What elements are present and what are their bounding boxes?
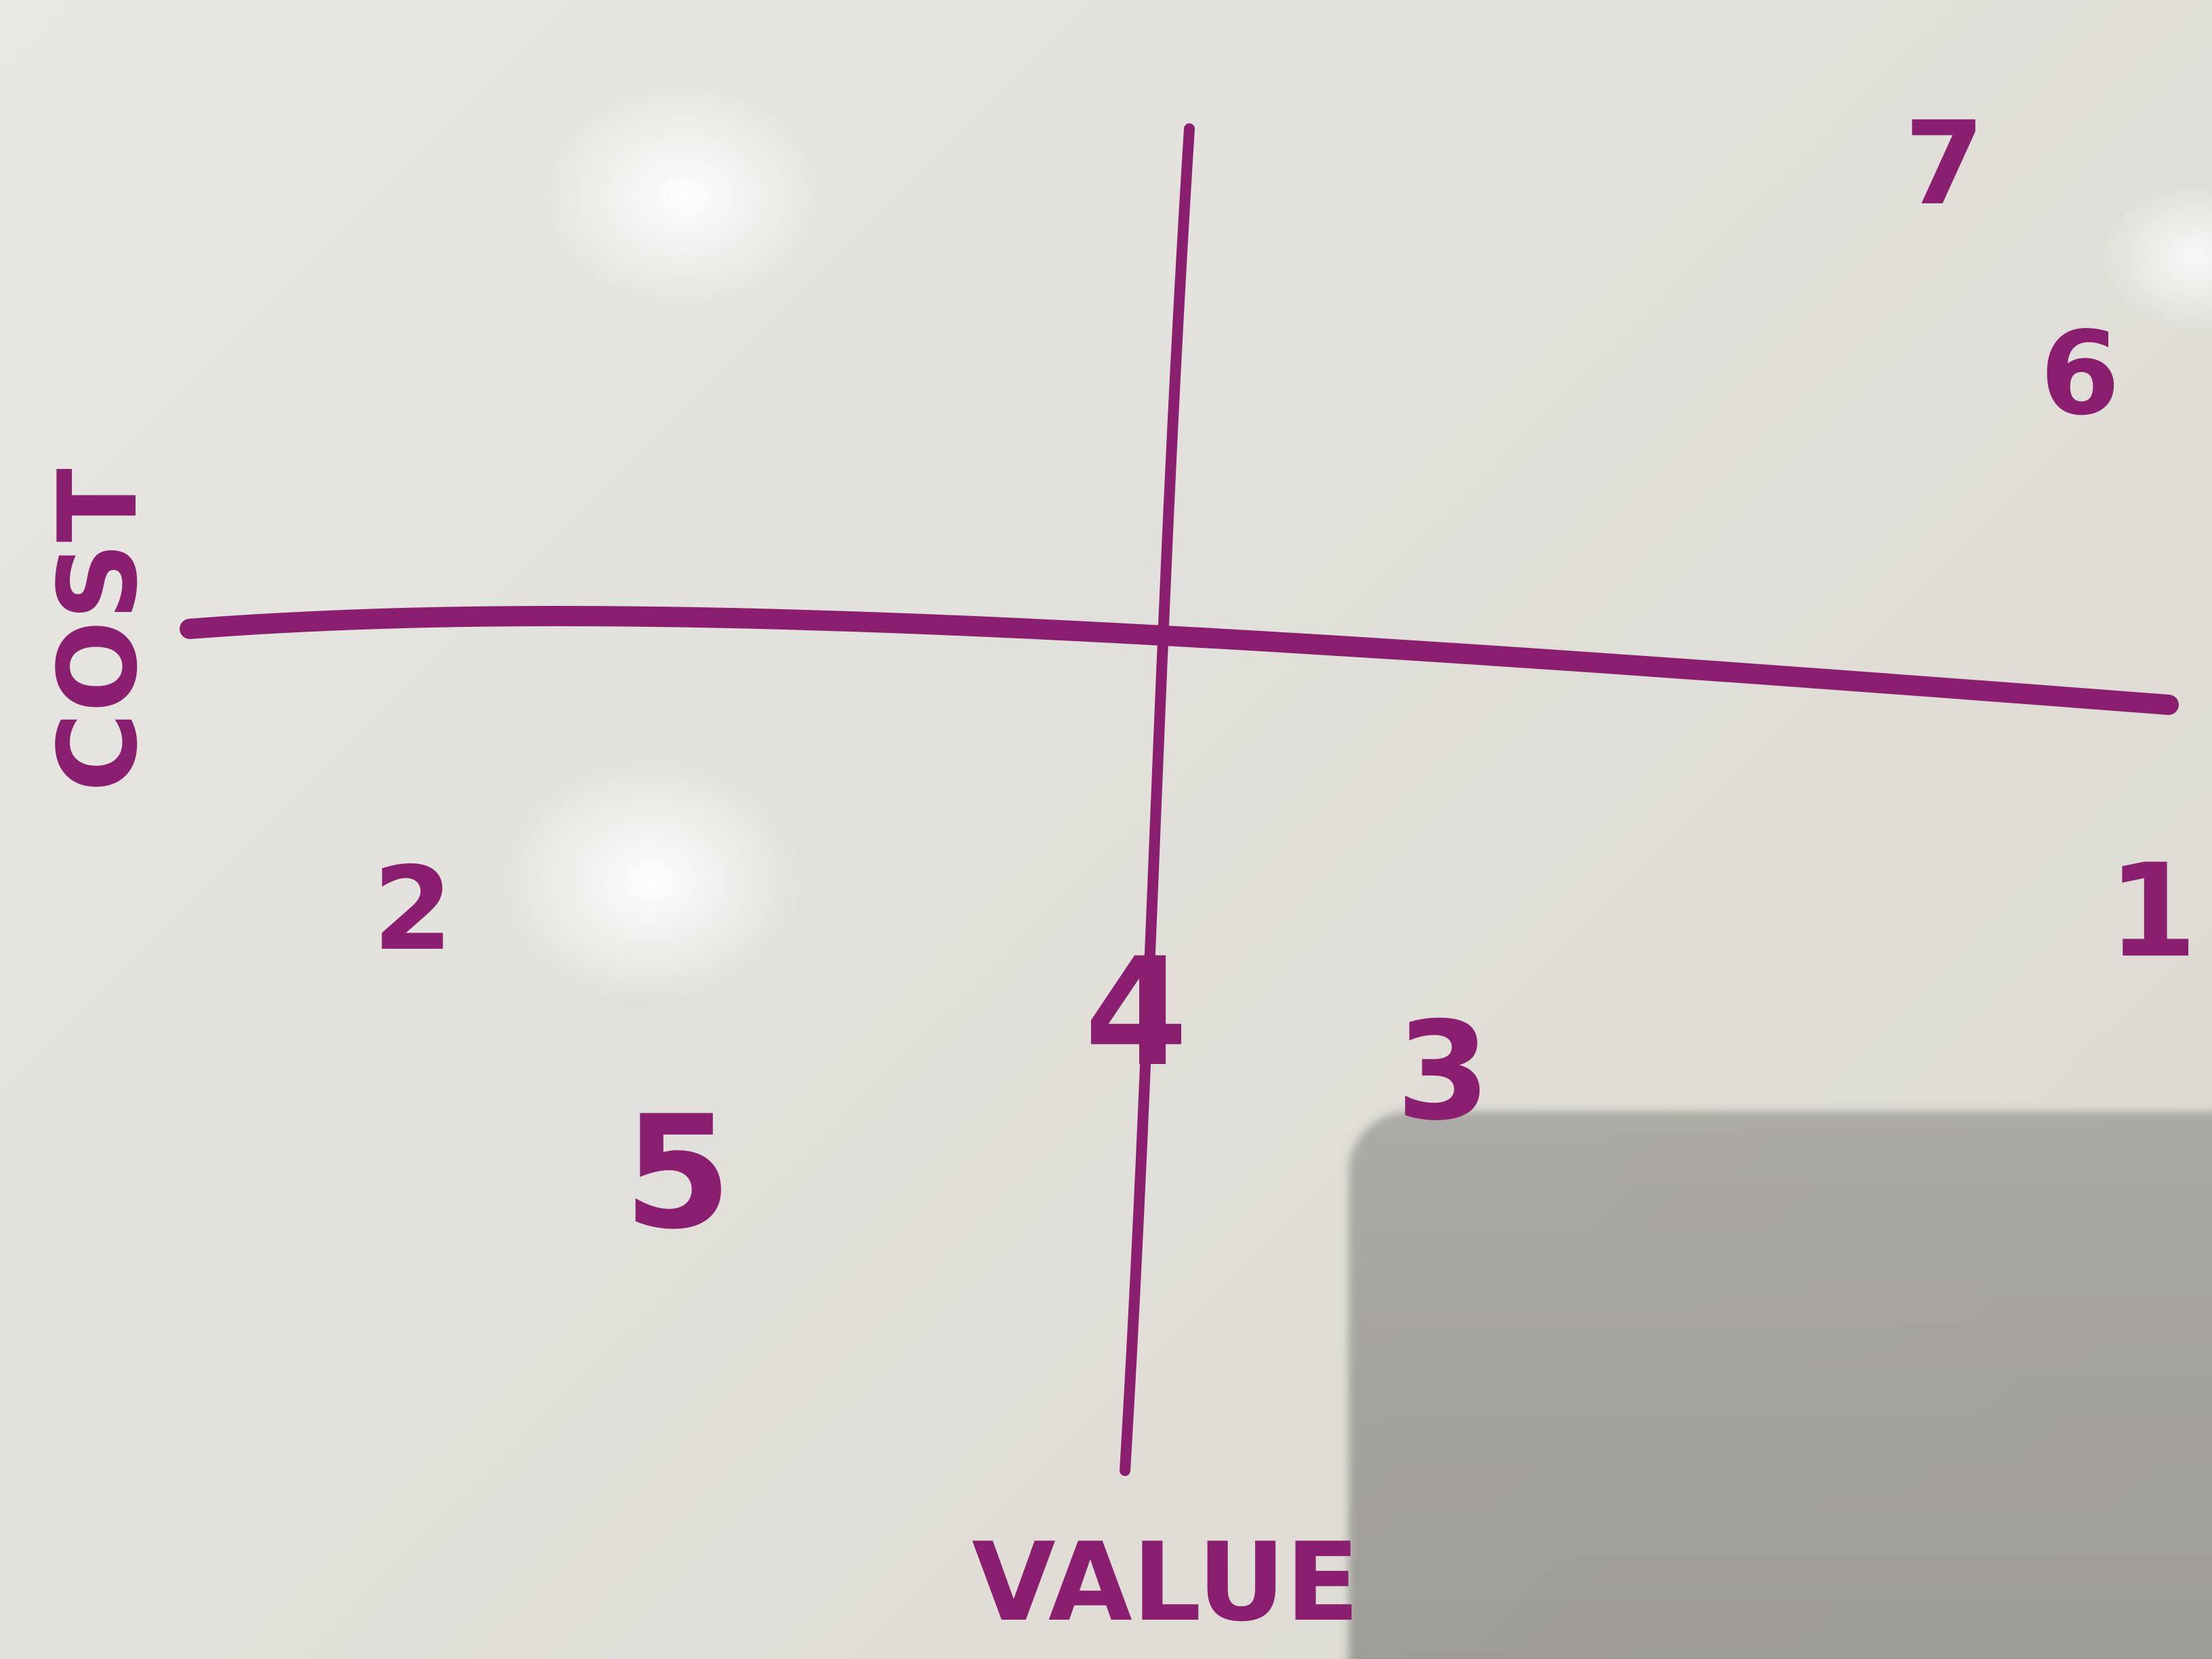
point-label-6: 6 xyxy=(2040,307,2120,441)
point-label-4: 4 xyxy=(1084,926,1188,1099)
point-label-1: 1 xyxy=(2108,836,2197,986)
horizontal-axis-line xyxy=(180,606,2179,715)
point-label-3: 3 xyxy=(1396,993,1490,1151)
point-label-2: 2 xyxy=(373,842,453,977)
point-label-7: 7 xyxy=(1904,97,1984,231)
value-axis-label: VALUE xyxy=(972,1519,1359,1645)
cost-axis-label: COST xyxy=(35,468,161,792)
vertical-axis-line xyxy=(1120,123,1195,1476)
point-label-5: 5 xyxy=(623,1083,732,1264)
shadow-region xyxy=(1349,1111,2212,1659)
